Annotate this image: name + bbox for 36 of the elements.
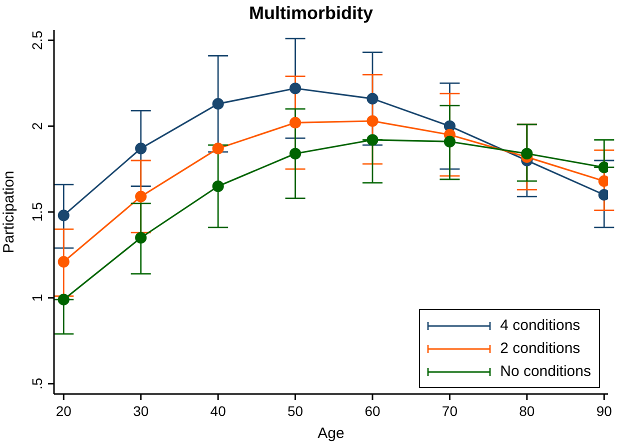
- y-tick-label: .5: [29, 378, 45, 390]
- point: [289, 82, 302, 94]
- point: [366, 134, 378, 146]
- point: [366, 92, 378, 104]
- point: [58, 256, 70, 268]
- point: [135, 142, 147, 154]
- point: [135, 232, 147, 244]
- point: [289, 148, 302, 160]
- point: [289, 116, 302, 129]
- y-tick-label: 1: [29, 294, 45, 302]
- x-tick-label: 80: [519, 403, 535, 419]
- y-tick-label: 2.5: [29, 30, 45, 50]
- point: [135, 190, 147, 202]
- point: [212, 142, 224, 154]
- x-axis-title: Age: [318, 425, 344, 442]
- point: [444, 136, 456, 148]
- x-tick-label: 50: [288, 403, 304, 419]
- x-tick-label: 20: [56, 403, 72, 419]
- legend-label: 4 conditions: [500, 316, 580, 336]
- y-tick-label: 2: [29, 122, 45, 130]
- point: [521, 148, 533, 160]
- chart-title: Multimorbidity: [248, 2, 374, 25]
- x-tick-label: 70: [442, 403, 458, 419]
- point: [58, 210, 70, 222]
- point: [58, 294, 70, 306]
- y-tick-label: 1.5: [29, 202, 45, 222]
- point: [212, 180, 224, 192]
- legend-label: 2 conditions: [500, 339, 580, 359]
- point: [366, 115, 378, 127]
- y-axis-title: Participation: [0, 170, 18, 254]
- x-tick-label: 30: [133, 403, 149, 419]
- x-tick-label: 90: [596, 403, 612, 419]
- legend-label: No conditions: [500, 362, 591, 382]
- x-tick-label: 60: [364, 403, 380, 419]
- point: [212, 98, 224, 110]
- x-tick-label: 40: [210, 403, 226, 419]
